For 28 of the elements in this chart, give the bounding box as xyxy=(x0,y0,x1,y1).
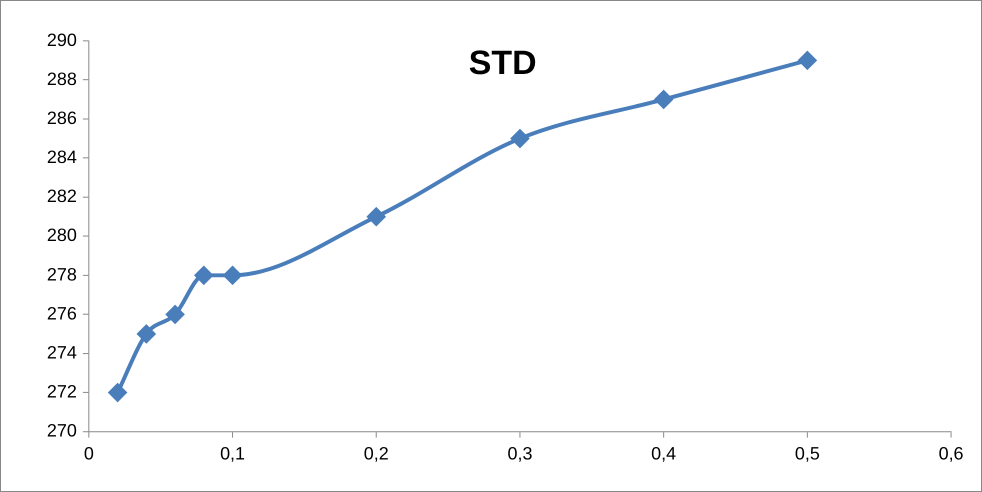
point xyxy=(137,324,156,343)
point xyxy=(367,208,386,226)
point xyxy=(510,130,529,148)
x-tick-label: 0 xyxy=(84,443,94,464)
y-tick-label: 286 xyxy=(46,108,77,128)
x-tick-label: 0,6 xyxy=(938,443,964,464)
point xyxy=(224,266,242,284)
y-tick-label: 274 xyxy=(46,342,77,362)
point xyxy=(654,90,673,108)
y-tick-label: 276 xyxy=(46,303,77,324)
y-tick-label: 272 xyxy=(46,382,77,402)
x-tick-label: 0,1 xyxy=(220,443,246,464)
y-tick-label: 288 xyxy=(46,68,77,89)
y-tick-label: 284 xyxy=(46,147,77,168)
y-tick-label: 290 xyxy=(46,30,77,50)
point xyxy=(108,384,127,402)
y-tick-label: 280 xyxy=(46,225,77,246)
point xyxy=(166,305,184,324)
y-tick-label: 282 xyxy=(46,186,77,206)
x-tick-label: 0,3 xyxy=(507,443,532,464)
chart-title: STD xyxy=(468,44,537,82)
point xyxy=(798,51,816,70)
y-tick-label: 278 xyxy=(46,264,77,284)
x-tick-label: 0,4 xyxy=(651,443,676,464)
x-tick-label: 0,2 xyxy=(364,443,389,464)
x-tick-label: 0,5 xyxy=(794,443,820,464)
point xyxy=(194,266,213,284)
y-tick-label: 270 xyxy=(46,420,77,441)
